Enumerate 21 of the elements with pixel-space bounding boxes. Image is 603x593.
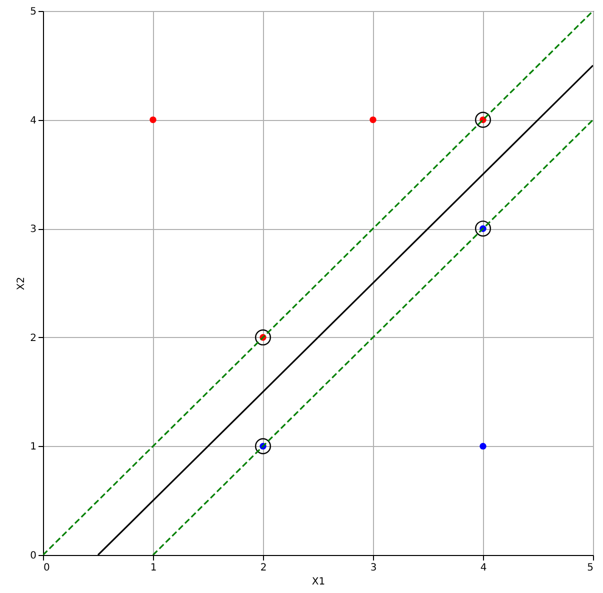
y-axis-title: X2: [16, 276, 28, 290]
x-tick-label: 2: [260, 562, 267, 574]
x-tick-label: 3: [370, 562, 377, 574]
y-tick-label: 2: [30, 332, 36, 344]
y-tick-label: 0: [30, 550, 36, 562]
x-axis-title: X1: [312, 576, 326, 588]
point: [254, 329, 272, 346]
y-tick-label: 1: [30, 442, 36, 453]
x-tick-label: 1: [150, 562, 157, 574]
y-tick-label: 4: [30, 115, 36, 126]
point: [150, 116, 156, 124]
x-tick-label: 0: [44, 562, 50, 574]
point: [480, 442, 486, 450]
point: [254, 438, 272, 454]
point: [370, 116, 376, 124]
x-tick-label: 4: [480, 562, 487, 574]
y-tick-label: 5: [30, 6, 36, 18]
point: [474, 220, 492, 237]
x-tick-label: 5: [587, 562, 594, 574]
y-tick-label: 3: [30, 224, 36, 236]
point: [474, 112, 492, 128]
